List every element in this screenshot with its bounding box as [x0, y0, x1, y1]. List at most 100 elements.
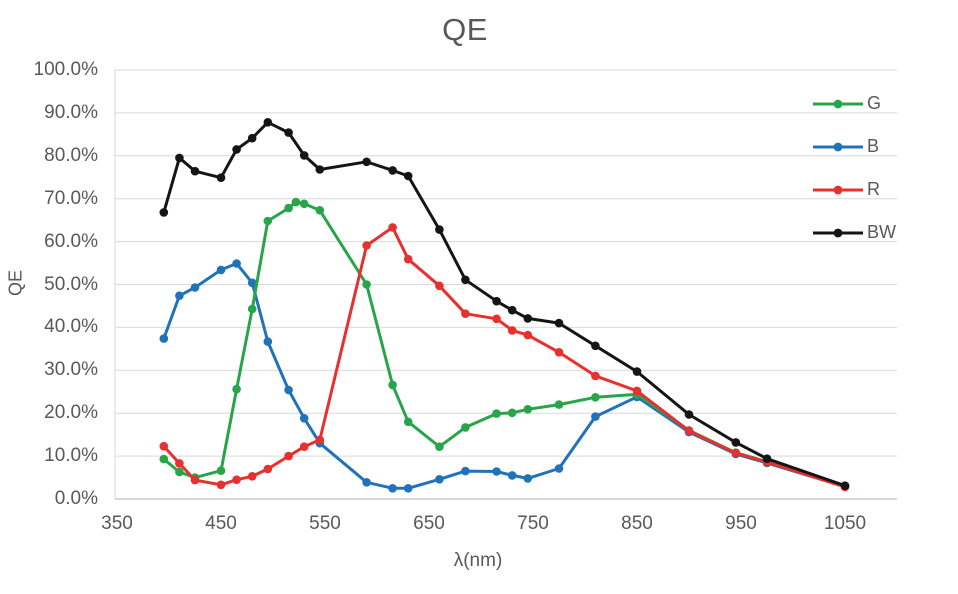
y-tick-label: 100.0% [33, 59, 98, 80]
data-point-R [263, 464, 273, 474]
y-tick-label: 20.0% [44, 402, 98, 423]
series-R-line [162, 225, 847, 489]
x-tick-label: 1050 [823, 513, 867, 534]
legend-marker [833, 99, 843, 108]
data-point-R [684, 426, 694, 436]
legend-marker [833, 185, 843, 194]
data-point-BW [315, 165, 325, 174]
data-point-G [159, 454, 169, 464]
data-point-G [291, 197, 301, 207]
x-axis-title: λ(nm) [453, 550, 503, 571]
data-point-G [403, 417, 413, 427]
chart-title: QE [442, 12, 488, 47]
data-point-BW [591, 341, 600, 351]
data-point-R [315, 435, 325, 445]
data-point-BW [492, 296, 501, 306]
data-point-G [284, 203, 293, 213]
data-point-G [232, 384, 241, 394]
data-point-R [461, 309, 470, 319]
y-tick-label: 0.0% [54, 488, 98, 509]
data-point-R [403, 254, 413, 264]
legend-item-B: B [812, 125, 896, 168]
y-tick-label: 50.0% [44, 274, 98, 295]
data-point-G [554, 400, 564, 409]
series-BW [159, 118, 850, 491]
data-point-R [247, 472, 257, 481]
data-point-B [247, 278, 257, 288]
data-point-BW [632, 367, 642, 376]
data-point-BW [159, 208, 169, 217]
data-point-G [492, 409, 501, 418]
x-tick-label: 650 [413, 513, 445, 534]
legend-swatch-BW [813, 228, 863, 237]
data-point-R [523, 330, 533, 340]
data-point-BW [232, 145, 241, 154]
data-point-BW [247, 133, 257, 143]
data-point-BW [684, 410, 694, 419]
data-point-BW [175, 153, 184, 163]
data-point-BW [435, 225, 444, 234]
data-point-R [232, 475, 241, 485]
data-point-R [159, 441, 169, 451]
legend-marker [833, 142, 843, 151]
data-point-R [591, 371, 600, 381]
data-point-BW [216, 173, 226, 182]
x-tick-label: 950 [725, 513, 757, 534]
data-point-B [388, 484, 397, 493]
y-tick-label: 90.0% [44, 102, 98, 123]
legend-item-G: G [812, 82, 896, 125]
data-point-G [523, 405, 533, 414]
data-point-BW [190, 166, 200, 176]
data-point-B [216, 265, 226, 275]
data-point-R [388, 223, 397, 232]
legend-label: G [867, 93, 882, 113]
data-point-B [190, 283, 200, 292]
data-point-B [461, 466, 470, 476]
series-R [159, 223, 850, 492]
data-point-G [507, 408, 517, 418]
legend-item-BW: BW [812, 211, 896, 254]
data-point-B [263, 337, 273, 346]
series-BW-line [162, 120, 847, 488]
data-point-G [362, 280, 371, 289]
data-point-G [247, 304, 257, 314]
y-tick-label: 70.0% [44, 188, 98, 209]
data-point-B [232, 259, 241, 268]
data-point-G [315, 206, 325, 215]
data-point-B [523, 474, 533, 483]
x-tick-label: 850 [621, 513, 653, 534]
x-tick-label: 750 [517, 513, 549, 534]
data-point-R [175, 459, 184, 468]
data-point-G [216, 466, 226, 476]
data-point-BW [263, 118, 273, 127]
data-point-BW [523, 314, 533, 323]
legend-label: B [867, 136, 880, 156]
x-tick-label: 550 [309, 513, 341, 534]
data-point-B [175, 291, 184, 301]
legend-swatch-R [813, 185, 863, 194]
data-point-BW [388, 166, 397, 175]
legend-swatch-G [813, 99, 863, 108]
data-point-R [507, 326, 517, 335]
data-point-BW [299, 151, 309, 160]
data-point-B [492, 467, 501, 476]
y-tick-label: 40.0% [44, 316, 98, 337]
data-point-G [461, 423, 470, 432]
data-point-R [190, 475, 200, 485]
data-point-B [435, 475, 444, 484]
x-tick-label: 450 [205, 513, 237, 534]
data-point-BW [731, 438, 741, 447]
y-tick-label: 60.0% [44, 231, 98, 252]
y-tick-label: 80.0% [44, 145, 98, 166]
data-point-BW [840, 481, 850, 491]
data-point-R [731, 448, 741, 458]
data-point-G [299, 199, 309, 209]
data-point-R [632, 386, 642, 396]
data-point-B [159, 334, 169, 343]
data-point-R [216, 480, 226, 490]
data-point-BW [554, 318, 564, 328]
data-point-G [435, 442, 444, 452]
data-point-BW [762, 454, 772, 464]
